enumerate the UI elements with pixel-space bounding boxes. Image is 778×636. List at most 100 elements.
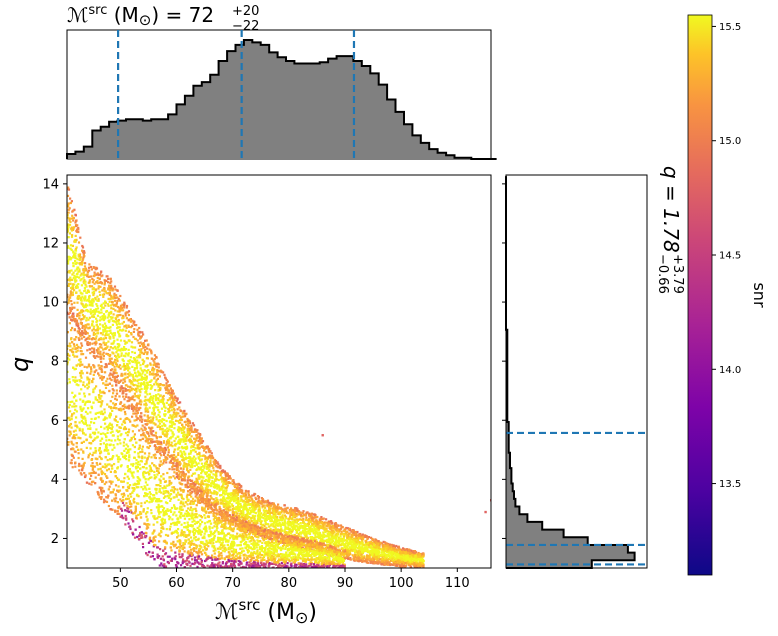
scatter-point xyxy=(351,544,354,547)
scatter-point xyxy=(116,338,119,341)
scatter-point xyxy=(280,528,283,531)
scatter-point xyxy=(249,512,252,515)
scatter-point xyxy=(138,361,141,364)
scatter-point xyxy=(130,389,133,392)
scatter-point xyxy=(191,466,194,469)
scatter-point xyxy=(293,534,296,537)
scatter-point xyxy=(73,240,76,243)
scatter-point xyxy=(90,285,94,288)
scatter-point xyxy=(215,491,218,494)
scatter-point xyxy=(153,361,156,364)
scatter-point xyxy=(179,410,183,413)
scatter-point xyxy=(96,349,99,352)
scatter-point xyxy=(139,351,142,354)
scatter-point xyxy=(256,502,259,505)
scatter-point xyxy=(83,316,86,319)
top-title-minus: −22 xyxy=(232,19,259,34)
scatter-point xyxy=(202,454,205,457)
scatter-point xyxy=(170,441,173,444)
scatter-point xyxy=(180,429,183,432)
scatter-point xyxy=(283,531,286,534)
scatter-point xyxy=(70,229,73,232)
scatter-point xyxy=(162,440,166,443)
scatter-point xyxy=(197,462,200,465)
scatter-point xyxy=(117,314,120,317)
scatter-point xyxy=(330,544,333,547)
scatter-point xyxy=(92,279,95,282)
scatter-point xyxy=(221,487,224,490)
scatter-point xyxy=(204,483,207,486)
scatter-point xyxy=(164,413,167,416)
scatter-point xyxy=(83,279,86,282)
scatter-point xyxy=(374,546,377,549)
scatter-point xyxy=(92,300,95,303)
scatter-point xyxy=(254,519,257,522)
scatter-point xyxy=(319,540,322,543)
scatter-point xyxy=(394,552,397,555)
scatter-point xyxy=(183,436,186,439)
scatter-point xyxy=(68,219,71,222)
scatter-point xyxy=(192,472,195,475)
scatter-point xyxy=(161,400,165,403)
scatter-point xyxy=(245,500,248,503)
scatter-point xyxy=(96,272,99,275)
scatter-point xyxy=(115,372,118,375)
scatter-point xyxy=(385,553,388,556)
scatter-point xyxy=(352,558,355,561)
scatter-point xyxy=(163,413,166,416)
scatter-point xyxy=(333,526,336,529)
scatter-point xyxy=(68,256,72,259)
scatter-point xyxy=(212,460,215,463)
scatter-point xyxy=(314,524,317,527)
scatter-point xyxy=(235,506,238,509)
scatter-point xyxy=(344,557,347,560)
scatter-point xyxy=(197,456,200,459)
scatter-point xyxy=(67,211,70,214)
scatter-point xyxy=(383,552,386,555)
scatter-point xyxy=(113,332,116,335)
scatter-point xyxy=(413,557,416,561)
scatter-point xyxy=(92,327,95,330)
scatter-point xyxy=(386,563,389,566)
scatter-point xyxy=(296,526,299,529)
scatter-point xyxy=(187,482,190,485)
scatter-point xyxy=(173,398,176,401)
scatter-point xyxy=(215,497,218,500)
scatter-point xyxy=(78,253,82,256)
scatter-point xyxy=(232,490,235,493)
scatter-point xyxy=(280,523,283,526)
scatter-point xyxy=(146,351,149,354)
scatter-point xyxy=(71,273,74,276)
scatter-point xyxy=(125,333,128,336)
scatter-point xyxy=(232,510,235,514)
scatter-point xyxy=(286,522,289,525)
scatter-point xyxy=(254,505,258,508)
top-histogram-title: ℳsrc (M⊙) = 72 xyxy=(67,3,214,29)
scatter-point xyxy=(254,501,257,504)
scatter-point xyxy=(119,309,122,312)
scatter-point xyxy=(96,332,99,335)
scatter-point xyxy=(221,502,224,505)
scatter-point xyxy=(108,291,111,294)
scatter-point xyxy=(348,541,351,544)
scatter-point xyxy=(82,254,85,257)
scatter-point xyxy=(264,510,267,513)
scatter-point xyxy=(247,519,250,522)
scatter-point xyxy=(257,510,260,513)
scatter-point xyxy=(108,357,111,360)
scatter-point xyxy=(259,502,262,505)
scatter-point xyxy=(383,558,386,561)
scatter-point xyxy=(93,311,96,314)
scatter-point xyxy=(105,365,108,369)
scatter-point xyxy=(107,362,111,365)
scatter-point xyxy=(246,509,249,512)
scatter-point xyxy=(422,562,425,565)
scatter-point xyxy=(421,563,424,566)
scatter-point xyxy=(208,473,211,476)
scatter-point xyxy=(88,301,91,304)
scatter-point xyxy=(102,348,105,351)
scatter-point xyxy=(345,555,348,558)
scatter-point xyxy=(381,545,384,548)
scatter-point xyxy=(155,379,158,382)
scatter-point xyxy=(139,337,142,340)
